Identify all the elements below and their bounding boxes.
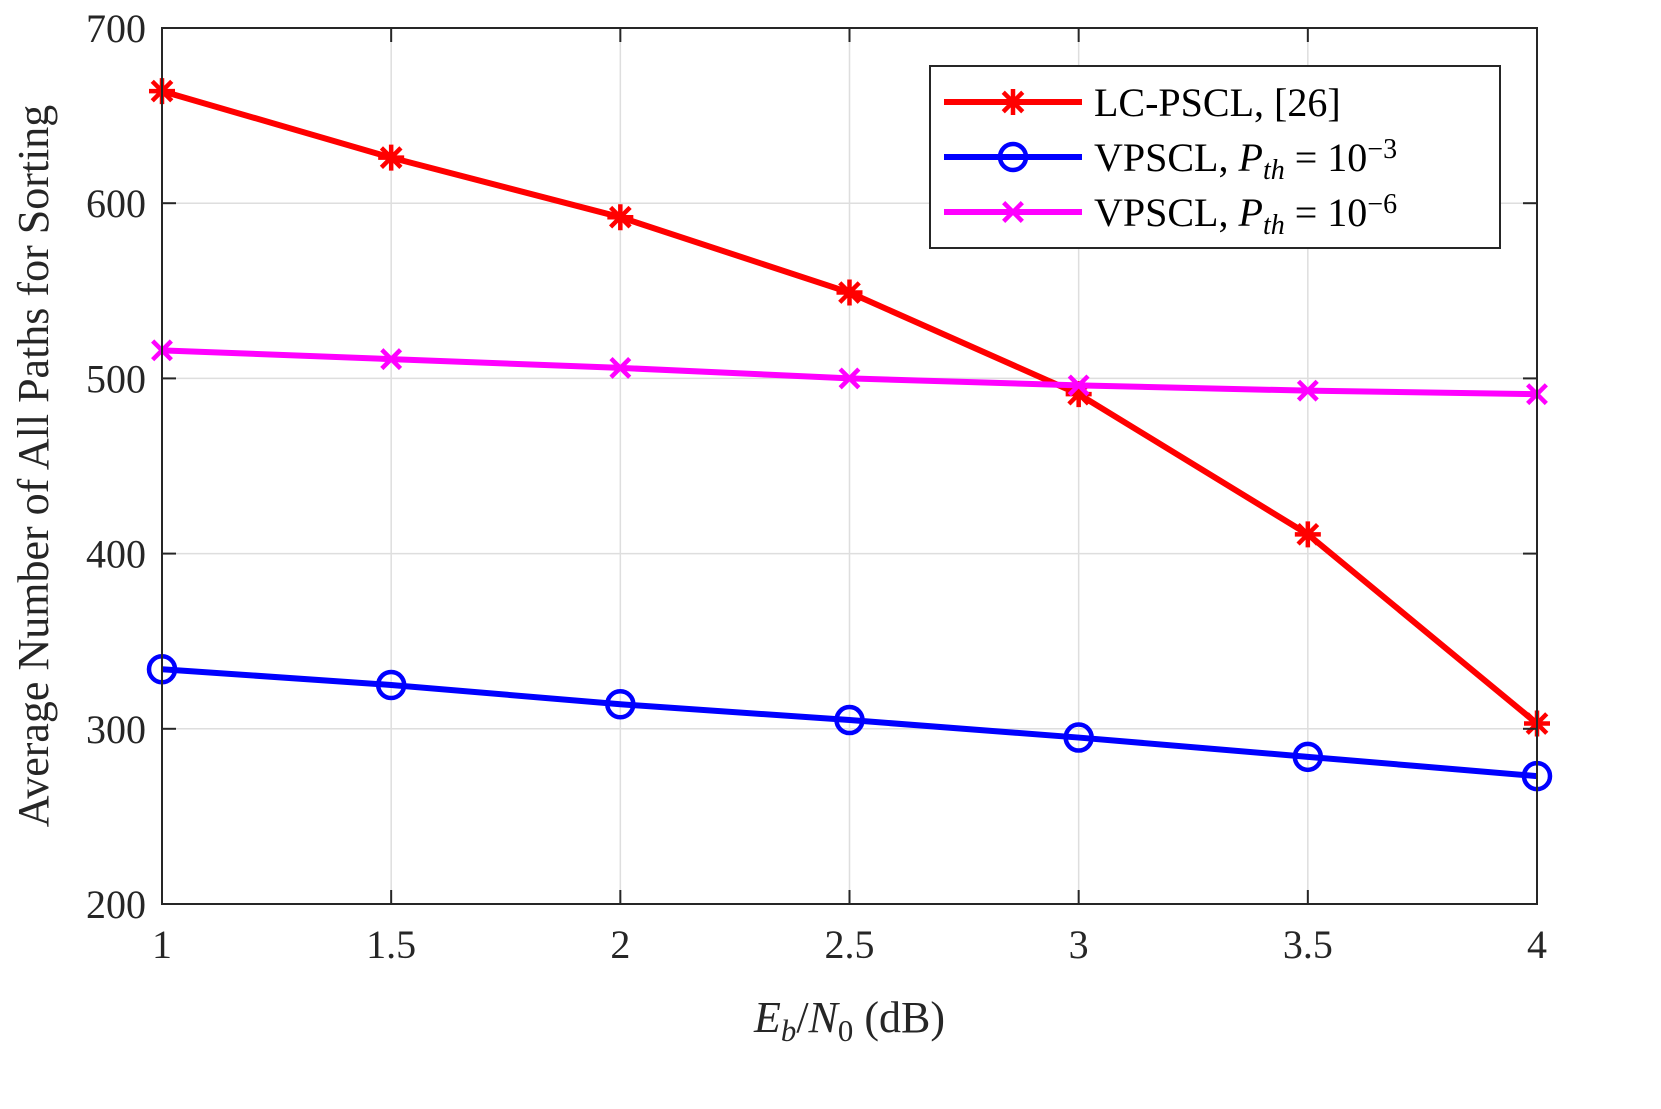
data-point xyxy=(609,356,632,379)
circle-marker xyxy=(1292,741,1324,773)
legend-label: VPSCL, Pth = 10−3 xyxy=(1094,134,1397,185)
x-marker xyxy=(1296,379,1319,402)
series-line xyxy=(161,666,1538,780)
asterisk-marker xyxy=(1065,381,1092,408)
y-tick-label: 600 xyxy=(86,181,146,226)
x-marker xyxy=(1002,201,1024,223)
circle-marker xyxy=(997,141,1029,173)
data-point xyxy=(1296,379,1319,402)
series-3 xyxy=(151,339,1548,406)
data-point xyxy=(834,704,865,736)
data-point xyxy=(607,204,634,231)
data-point xyxy=(838,367,861,390)
legend-item-1: LC-PSCL, [26] xyxy=(944,80,1341,125)
circle-marker xyxy=(834,704,865,736)
data-point xyxy=(1002,201,1024,223)
data-point xyxy=(1292,741,1324,773)
x-tick-label: 2 xyxy=(610,922,630,967)
circle-marker xyxy=(1063,722,1094,753)
data-point xyxy=(378,144,405,171)
asterisk-marker xyxy=(378,144,405,171)
data-point xyxy=(1063,722,1094,753)
x-marker xyxy=(380,348,403,371)
x-tick-label: 1 xyxy=(152,922,172,967)
data-point xyxy=(1065,381,1092,408)
x-tick-label: 3.5 xyxy=(1283,922,1333,967)
x-tick-label: 2.5 xyxy=(825,922,875,967)
series-2 xyxy=(146,653,1553,792)
legend-item-3: VPSCL, Pth = 10−6 xyxy=(944,189,1397,241)
asterisk-marker xyxy=(836,279,863,306)
circle-marker xyxy=(605,689,636,720)
y-tick-label: 700 xyxy=(86,6,146,51)
x-tick-label: 4 xyxy=(1527,922,1547,967)
x-marker xyxy=(1067,374,1090,397)
x-axis-title: Eb/N0 (dB) xyxy=(753,993,945,1048)
data-point xyxy=(1294,521,1321,548)
data-point xyxy=(605,689,636,720)
legend-item-2: VPSCL, Pth = 10−3 xyxy=(944,134,1397,186)
y-tick-label: 200 xyxy=(86,882,146,927)
asterisk-marker xyxy=(1000,89,1026,115)
x-marker xyxy=(609,356,632,379)
data-point xyxy=(375,669,407,701)
data-point xyxy=(836,279,863,306)
legend-label: VPSCL, Pth = 10−6 xyxy=(1094,189,1397,240)
axis-tick-labels: 1 1.5 2 2.5 3 3.5 4 200 300 400 500 600 700 xyxy=(86,6,1547,967)
x-tick-label: 3 xyxy=(1069,922,1089,967)
data-point xyxy=(1067,374,1090,397)
asterisk-marker xyxy=(1294,521,1321,548)
legend-label: LC-PSCL, [26] xyxy=(1094,80,1341,125)
y-tick-label: 400 xyxy=(86,532,146,577)
axis-ticks xyxy=(161,27,1538,905)
circle-marker xyxy=(375,669,407,701)
y-axis-title: Average Number of All Paths for Sorting xyxy=(9,105,58,828)
x-tick-label: 1.5 xyxy=(366,922,416,967)
data-point xyxy=(380,348,403,371)
x-marker xyxy=(838,367,861,390)
y-tick-label: 500 xyxy=(86,356,146,401)
y-tick-label: 300 xyxy=(86,707,146,752)
asterisk-marker xyxy=(607,204,634,231)
data-point xyxy=(997,141,1029,173)
data-point xyxy=(1000,89,1026,115)
